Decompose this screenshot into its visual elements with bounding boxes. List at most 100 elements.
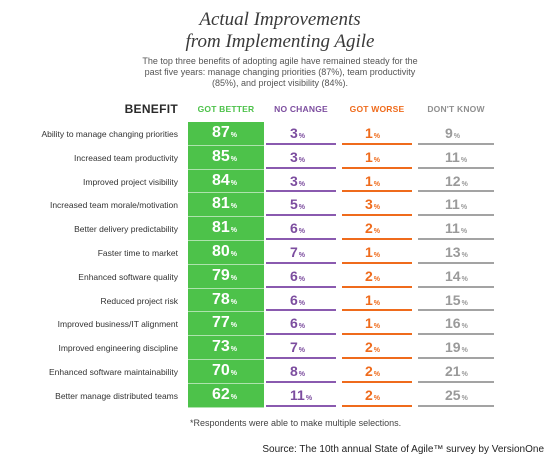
no-change-underline	[266, 261, 336, 264]
no-change-value: 6%	[290, 292, 305, 312]
footnote: *Respondents were able to make multiple …	[190, 418, 402, 428]
dont-know-value: 11%	[445, 196, 467, 216]
percent-sign: %	[230, 179, 238, 187]
no-change-value: 3%	[290, 125, 305, 145]
no-change-number: 3	[290, 125, 298, 141]
percent-sign: %	[230, 274, 238, 282]
percent-sign: %	[230, 346, 238, 354]
no-change-number: 6	[290, 267, 298, 284]
got-worse-underline	[342, 285, 412, 288]
percent-sign: %	[230, 370, 238, 377]
percent-sign: %	[298, 180, 306, 188]
row-divider	[188, 216, 264, 218]
percent-sign: %	[298, 228, 306, 236]
dont-know-value: 25%	[445, 387, 468, 407]
percent-sign: %	[298, 275, 306, 283]
percent-sign: %	[230, 132, 238, 139]
got-worse-number: 2	[365, 339, 373, 356]
subtitle-line: The top three benefits of adopting agile…	[142, 56, 418, 66]
dont-know-value: 13%	[445, 244, 468, 264]
benefit-label: Faster time to market	[97, 248, 178, 258]
got-worse-underline	[342, 142, 412, 145]
percent-sign: %	[373, 394, 381, 402]
dont-know-underline	[418, 404, 494, 407]
chart-title-line-2: from Implementing Agile	[185, 31, 375, 52]
dont-know-number: 14	[445, 267, 461, 284]
no-change-value: 7%	[290, 244, 305, 264]
no-change-number: 11	[290, 386, 305, 403]
got-worse-number: 1	[365, 125, 373, 141]
no-change-underline	[266, 166, 336, 169]
got-better-number: 85	[212, 147, 230, 165]
benefit-label: Better manage distributed teams	[55, 390, 178, 401]
row-divider	[188, 168, 264, 170]
percent-sign: %	[230, 155, 238, 163]
got-better-value: 80%	[212, 244, 237, 263]
got-worse-underline	[342, 261, 412, 264]
percent-sign: %	[373, 323, 381, 331]
row-divider	[188, 359, 264, 360]
got-better-value: 70%	[212, 363, 237, 382]
got-better-number: 62	[212, 385, 230, 403]
got-better-number: 77	[212, 314, 230, 332]
got-worse-value: 1%	[365, 125, 380, 145]
percent-sign: %	[230, 322, 238, 330]
got-worse-underline	[342, 404, 412, 407]
percent-sign: %	[453, 133, 461, 140]
percent-sign: %	[298, 204, 306, 212]
dont-know-underline	[418, 285, 494, 288]
got-worse-number: 1	[365, 172, 373, 189]
percent-sign: %	[460, 204, 468, 212]
percent-sign: %	[461, 275, 468, 283]
dont-know-underline	[418, 380, 494, 383]
dont-know-value: 21%	[445, 363, 468, 383]
percent-sign: %	[298, 252, 306, 259]
percent-sign: %	[230, 251, 238, 258]
got-better-number: 78	[212, 290, 230, 308]
percent-sign: %	[298, 299, 306, 307]
no-change-value: 6%	[290, 220, 305, 240]
benefit-label: Increased team morale/motivation	[49, 200, 178, 211]
percent-sign: %	[373, 133, 381, 140]
percent-sign: %	[298, 156, 306, 164]
percent-sign: %	[461, 371, 468, 378]
no-change-underline	[266, 404, 336, 407]
dont-know-number: 21	[445, 363, 461, 379]
no-change-number: 3	[290, 148, 298, 165]
got-better-number: 79	[212, 266, 230, 284]
got-worse-value: 1%	[365, 149, 380, 169]
percent-sign: %	[461, 323, 468, 331]
dont-know-underline	[418, 238, 494, 240]
no-change-underline	[266, 357, 336, 359]
got-worse-underline	[342, 357, 412, 359]
percent-sign: %	[461, 299, 468, 307]
got-worse-underline	[342, 380, 412, 383]
got-worse-value: 2%	[365, 220, 380, 240]
dont-know-underline	[418, 333, 494, 336]
percent-sign: %	[298, 323, 306, 331]
no-change-value: 3%	[290, 149, 305, 169]
got-worse-value: 2%	[365, 363, 380, 383]
dont-know-number: 19	[445, 339, 461, 356]
no-change-column-header: NO CHANGE	[274, 104, 328, 114]
percent-sign: %	[460, 228, 468, 236]
benefit-label: Reduced project risk	[100, 295, 178, 306]
benefit-label: Better delivery predictability	[74, 224, 178, 235]
got-worse-number: 2	[365, 267, 373, 284]
got-worse-value: 2%	[365, 339, 380, 359]
no-change-underline	[266, 309, 336, 312]
percent-sign: %	[461, 252, 468, 259]
got-worse-number: 2	[365, 386, 373, 403]
subtitle-line: (85%), and project visibility (84%).	[211, 78, 349, 88]
got-better-value: 87%	[212, 125, 237, 144]
benefit-label: Improved project visibility	[83, 176, 178, 187]
no-change-number: 5	[290, 196, 298, 213]
no-change-underline	[266, 380, 336, 383]
dont-know-value: 15%	[445, 292, 468, 312]
percent-sign: %	[230, 298, 238, 306]
percent-sign: %	[461, 347, 468, 355]
percent-sign: %	[230, 393, 238, 401]
percent-sign: %	[298, 133, 306, 140]
percent-sign: %	[373, 228, 381, 236]
got-worse-underline	[342, 166, 412, 169]
